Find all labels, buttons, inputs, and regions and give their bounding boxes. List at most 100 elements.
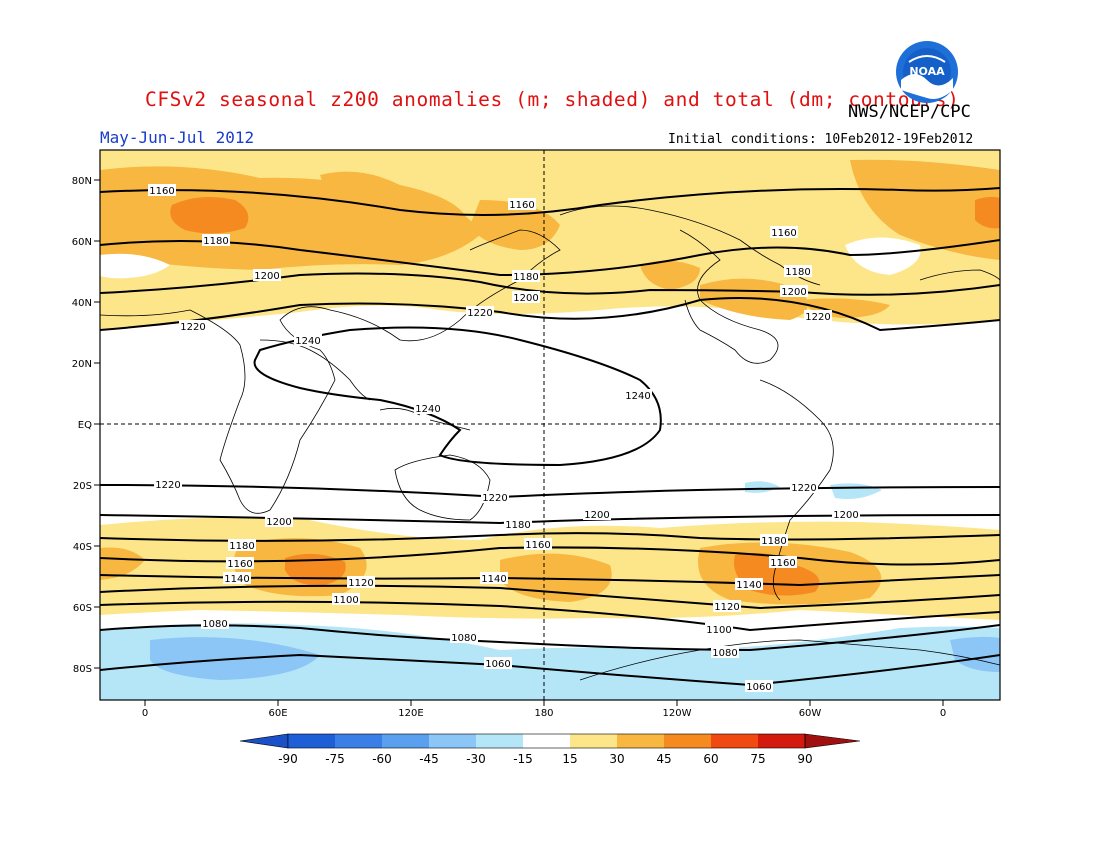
contour-label-1200-f: 1200 [832,508,860,521]
colorbar-label: 30 [609,752,624,766]
contour-label-1120-b: 1120 [713,600,741,613]
chart-title: CFSv2 seasonal z200 anomalies (m; shaded… [145,88,960,111]
svg-text:1220: 1220 [155,480,180,491]
colorbar-cell [711,734,758,748]
contour-label-1240-a: 1240 [294,334,322,347]
contour-label-1220-f: 1220 [790,481,818,494]
contour-label-1200-e: 1200 [583,508,611,521]
svg-text:1120: 1120 [348,578,373,589]
noaa-logo-text: NOAA [909,65,945,78]
svg-text:1160: 1160 [509,200,534,211]
contour-label-1180-a: 1180 [202,234,230,247]
anomaly-shading [100,150,1000,700]
svg-text:1240: 1240 [415,404,440,415]
contour-label-1180-d: 1180 [228,539,256,552]
lat-label-40s: 40S [73,542,92,553]
contour-1160-sh [100,546,1000,566]
svg-text:1140: 1140 [736,580,761,591]
lon-label-60w: 60W [799,708,822,719]
svg-text:1220: 1220 [791,483,816,494]
lat-label-80n: 80N [72,176,92,187]
contour-label-1140-c: 1140 [735,578,763,591]
lat-label-60s: 60S [73,603,92,614]
lon-label-120e: 120E [398,708,423,719]
colorbar-label: -15 [513,752,533,766]
colorbar-cell [382,734,429,748]
colorbar-cell [288,734,335,748]
contour-1240 [253,326,662,467]
svg-text:1200: 1200 [254,271,279,282]
contour-label-1220-b: 1220 [466,306,494,319]
contour-label-1080-b: 1080 [450,631,478,644]
svg-text:1140: 1140 [481,574,506,585]
svg-text:1100: 1100 [333,595,358,606]
colorbar-cell [476,734,523,748]
svg-text:1180: 1180 [229,541,254,552]
svg-text:1200: 1200 [513,293,538,304]
colorbar-labels: -90 -75 -60 -45 -30 -15 15 30 45 60 75 9… [278,752,812,766]
svg-text:1180: 1180 [761,536,786,547]
svg-text:1220: 1220 [180,322,205,333]
svg-text:1180: 1180 [513,272,538,283]
contour-label-1100-a: 1100 [332,593,360,606]
colorbar-cell [335,734,382,748]
svg-text:1100: 1100 [706,625,731,636]
contour-label-1160-d: 1160 [226,557,254,570]
lon-label-120w: 120W [663,708,692,719]
contour-label-1140-b: 1140 [480,572,508,585]
svg-text:1160: 1160 [149,186,174,197]
contour-label-1220-d: 1220 [154,478,182,491]
svg-text:1220: 1220 [482,493,507,504]
colorbar-high-arrow [804,733,861,749]
contour-label-1180-b: 1180 [512,270,540,283]
lat-label-40n: 40N [72,298,92,309]
svg-text:1140: 1140 [224,574,249,585]
agency-label: NWS/NCEP/CPC [848,102,971,122]
contour-label-1120-a: 1120 [347,576,375,589]
contour-label-1060-b: 1060 [745,680,773,693]
contour-label-1220-a: 1220 [179,320,207,333]
svg-text:1240: 1240 [625,391,650,402]
contour-1220-nh [100,297,1000,332]
contour-label-1180-f: 1180 [760,534,788,547]
colorbar-label: -90 [278,752,298,766]
svg-text:1160: 1160 [525,540,550,551]
svg-text:1080: 1080 [202,619,227,630]
lon-label-0: 0 [142,708,148,719]
plot-frame [99,149,1001,701]
svg-text:1240: 1240 [295,336,320,347]
colorbar-label: 90 [797,752,812,766]
contour-1100-sh [100,600,1000,632]
contour-label-1160-e: 1160 [524,538,552,551]
contour-label-1160-c: 1160 [770,226,798,239]
contour-label-1140-a: 1140 [223,572,251,585]
contour-label-1240-b: 1240 [414,402,442,415]
lat-label-20n: 20N [72,359,92,370]
svg-text:1200: 1200 [781,287,806,298]
contour-label-1080-c: 1080 [711,646,739,659]
season-label: May-Jun-Jul 2012 [100,128,255,147]
contour-label-1100-b: 1100 [705,623,733,636]
colorbar-label: -75 [325,752,345,766]
contour-1180-nh [100,239,1000,277]
lat-label-20s: 20S [73,481,92,492]
colorbar-label: -30 [466,752,486,766]
lat-label-eq: EQ [78,420,92,431]
svg-text:1200: 1200 [584,510,609,521]
colorbar-low-arrow [239,733,289,749]
svg-text:1180: 1180 [785,267,810,278]
colorbar-cell [523,734,570,748]
svg-text:1220: 1220 [467,308,492,319]
colorbar-cell [429,734,476,748]
contour-label-1160-b: 1160 [508,198,536,211]
colorbar-label: -45 [419,752,439,766]
lon-label-0-east: 0 [940,708,946,719]
svg-text:1180: 1180 [505,520,530,531]
colorbar-label: 45 [656,752,671,766]
contour-label-1200-b: 1200 [512,291,540,304]
svg-text:1080: 1080 [712,648,737,659]
contour-1180-sh [100,532,1000,542]
contour-label-1180-c: 1180 [784,265,812,278]
latitude-axis: 80N 60N 40N 20N EQ 20S 40S 60S 80S [72,176,100,675]
